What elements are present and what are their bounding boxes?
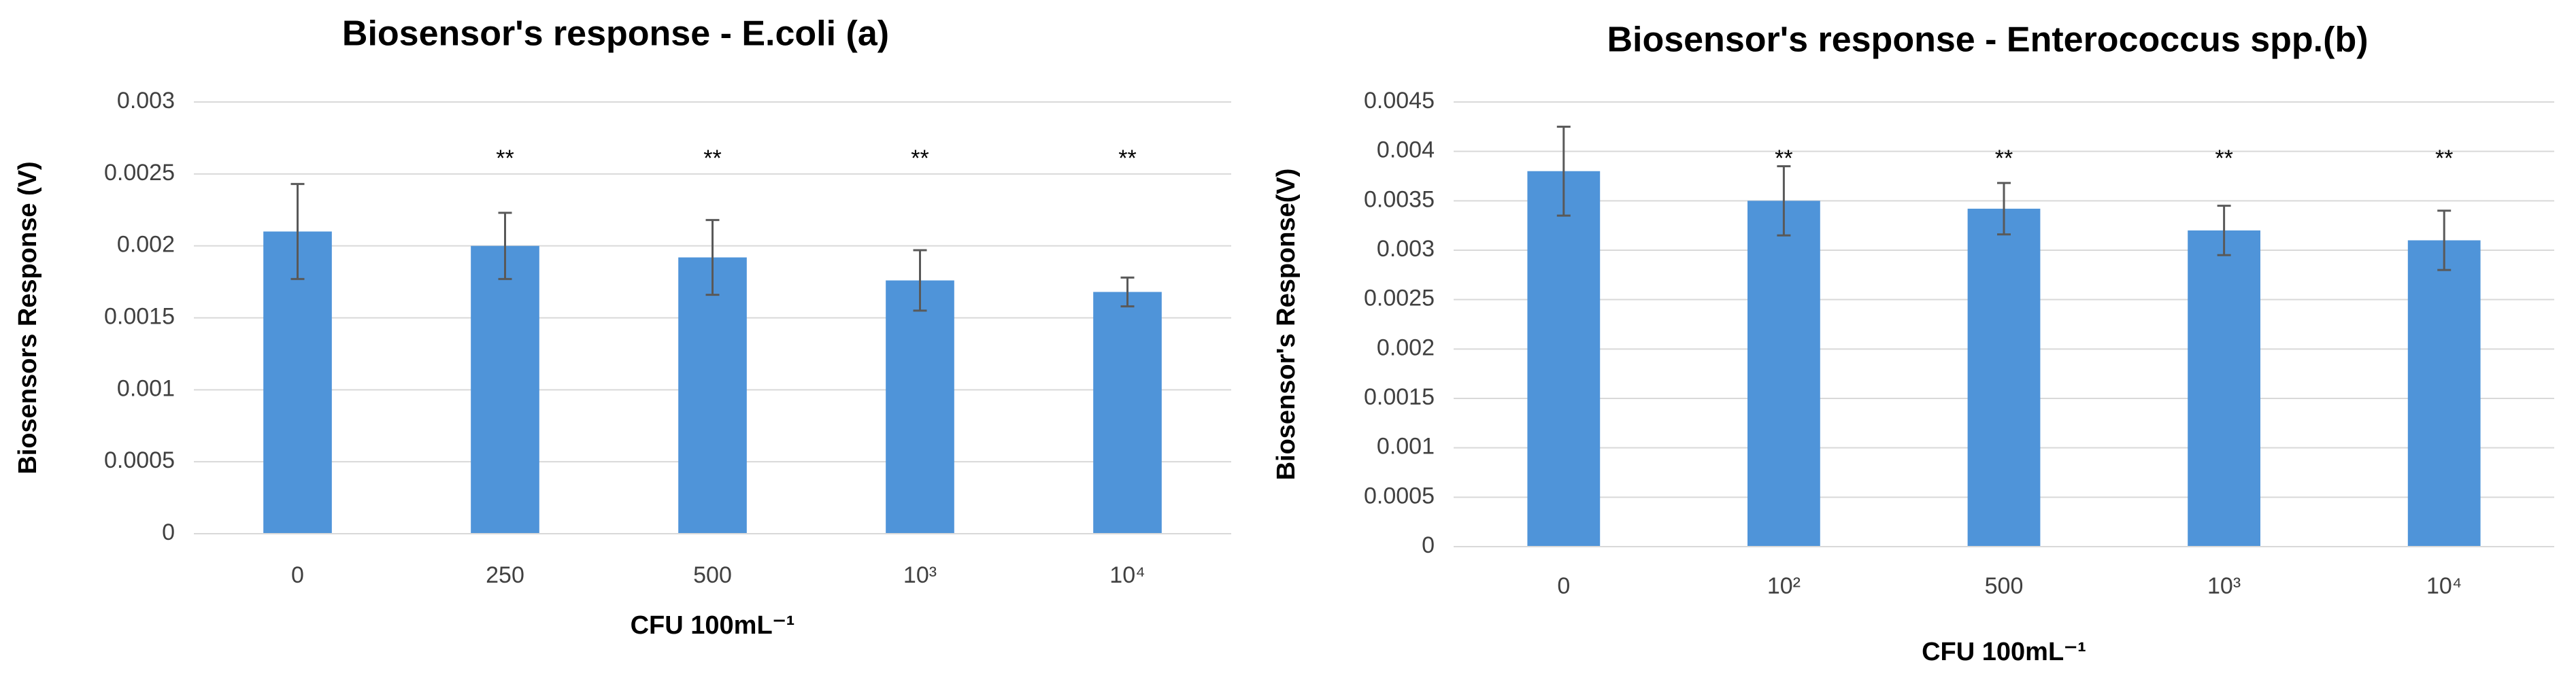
annotation: ** (1775, 145, 1792, 171)
y-tick-label: 0.001 (1377, 434, 1435, 460)
y-tick-label: 0.003 (1377, 236, 1435, 262)
y-tick-label: 0.001 (117, 375, 175, 401)
y-axis-label: Biosensors Response (V) (14, 161, 42, 474)
y-tick-label: 0.0005 (1364, 483, 1435, 509)
y-tick-label: 0.0015 (104, 303, 175, 329)
bar (1967, 208, 2041, 547)
y-tick-label: 0.004 (1377, 137, 1435, 163)
chart-title: Biosensor's response - Enterococcus spp.… (1607, 20, 2368, 60)
bar (1747, 201, 1820, 547)
x-tick-label: 500 (693, 562, 732, 588)
bar (886, 280, 954, 534)
x-tick-label: 10⁴ (2426, 573, 2462, 599)
x-tick-label: 0 (1557, 573, 1570, 599)
x-axis-label: CFU 100mL⁻¹ (631, 611, 795, 640)
annotation: ** (911, 145, 929, 171)
annotation: ** (1995, 145, 2013, 171)
bar (2188, 230, 2260, 547)
bar (1527, 171, 1601, 547)
y-tick-label: 0.002 (117, 232, 175, 258)
bar (471, 245, 539, 534)
annotation: ** (2215, 145, 2232, 171)
x-tick-label: 10² (1767, 573, 1801, 599)
y-axis-label: Biosensor's Response(V) (1272, 169, 1301, 481)
x-axis-label: CFU 100mL⁻¹ (1922, 638, 2086, 666)
y-tick-label: 0.0005 (104, 447, 175, 473)
bar (678, 257, 747, 534)
x-tick-label: 0 (291, 562, 304, 588)
y-tick-label: 0.0035 (1364, 186, 1435, 212)
x-tick-label: 10³ (903, 562, 937, 588)
y-tick-label: 0.0025 (104, 160, 175, 186)
y-tick-label: 0.0045 (1364, 88, 1435, 114)
y-tick-label: 0.002 (1377, 335, 1435, 360)
x-tick-label: 250 (486, 562, 524, 588)
x-tick-label: 10³ (2207, 573, 2241, 599)
annotation: ** (2435, 145, 2453, 171)
bar (263, 231, 332, 534)
x-tick-label: 10⁴ (1109, 562, 1145, 588)
y-tick-label: 0.003 (117, 88, 175, 114)
y-tick-label: 0 (1422, 532, 1435, 558)
annotation: ** (1118, 145, 1136, 171)
bar (2407, 240, 2481, 547)
chart-title: Biosensor's response - E.coli (a) (342, 14, 889, 54)
y-tick-label: 0.0015 (1364, 384, 1435, 410)
y-tick-label: 0 (162, 519, 175, 545)
annotation: ** (703, 145, 721, 171)
y-tick-label: 0.0025 (1364, 286, 1435, 311)
annotation: ** (496, 145, 514, 171)
x-tick-label: 500 (1985, 573, 2024, 599)
bar (1093, 292, 1162, 534)
